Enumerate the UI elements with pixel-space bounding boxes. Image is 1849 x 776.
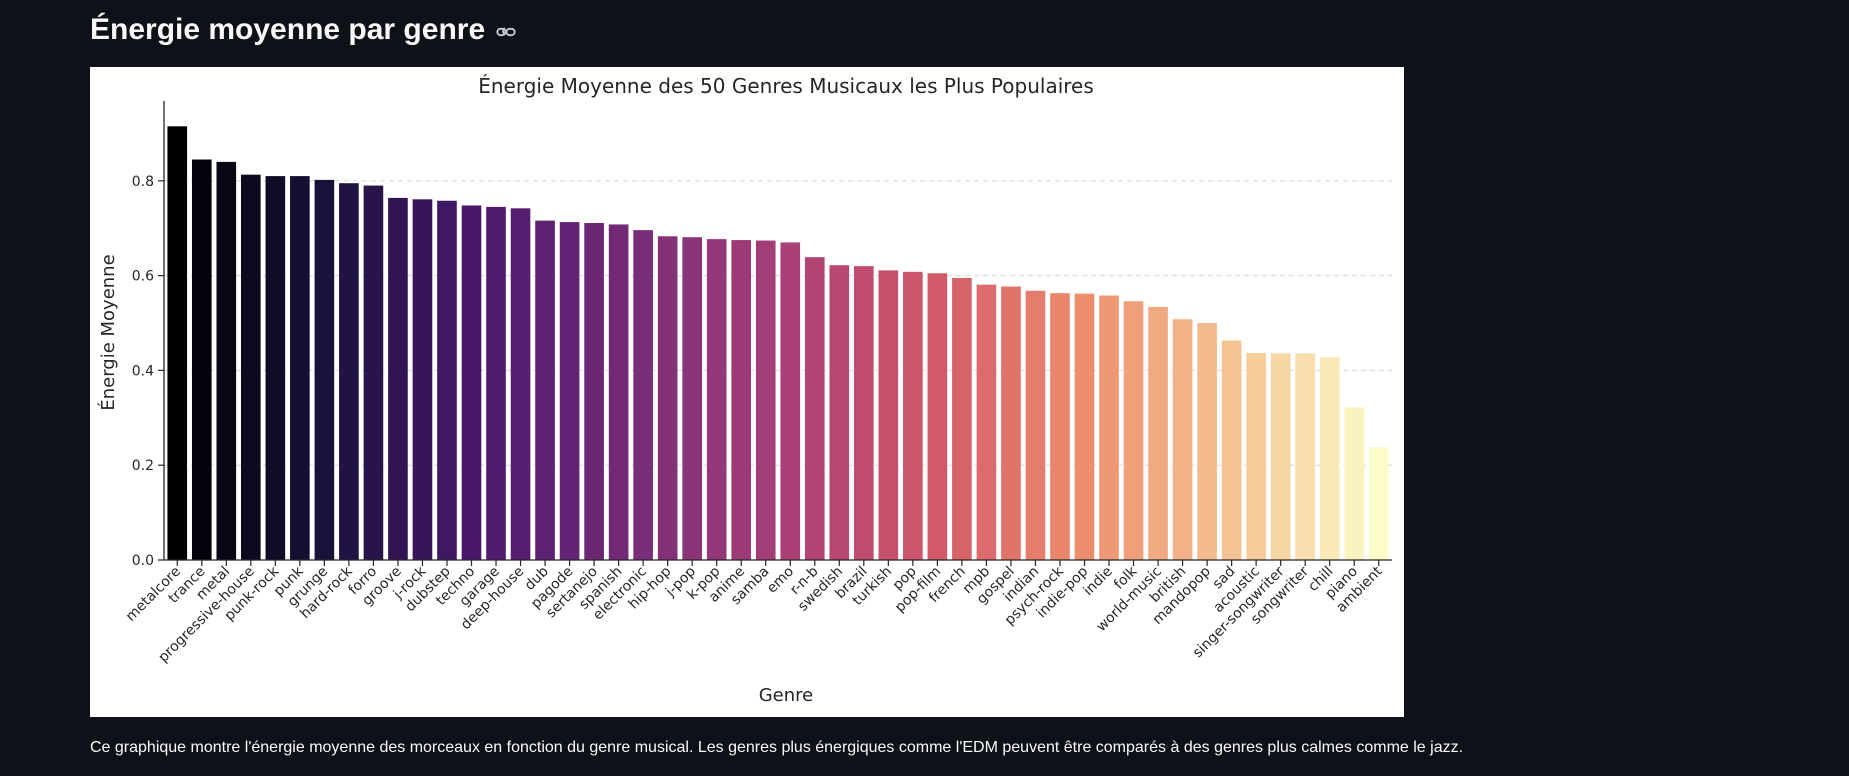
y-axis-label: Énergie Moyenne bbox=[97, 254, 119, 410]
bar-metalcore bbox=[167, 126, 188, 560]
bar-r-n-b bbox=[804, 257, 825, 560]
bar-ambient bbox=[1368, 447, 1389, 560]
bar-acoustic bbox=[1246, 352, 1266, 560]
bar-pop-film bbox=[927, 273, 948, 560]
bar-chart: Énergie Moyenne des 50 Genres Musicaux l… bbox=[97, 74, 1392, 706]
bar-psych-rock bbox=[1050, 293, 1070, 560]
page-title: Énergie moyenne par genre bbox=[90, 13, 486, 46]
bar-piano bbox=[1344, 407, 1365, 560]
bar-punk bbox=[290, 176, 310, 560]
bar-electronic bbox=[633, 230, 653, 561]
bar-techno bbox=[461, 205, 482, 561]
bar-songwriter bbox=[1295, 353, 1315, 560]
bar-k-pop bbox=[706, 239, 727, 560]
bar-indie-pop bbox=[1074, 293, 1095, 560]
bar-dub bbox=[535, 220, 555, 560]
bar-spanish bbox=[608, 224, 629, 560]
bar-anime bbox=[731, 240, 752, 560]
bar-hard-rock bbox=[339, 183, 359, 560]
y-tick-label: 0.0 bbox=[132, 553, 154, 569]
link-icon[interactable] bbox=[495, 21, 517, 43]
bar-pagode bbox=[559, 222, 580, 560]
bar-sertanejo bbox=[584, 223, 604, 560]
bar-sad bbox=[1221, 340, 1242, 560]
bar-pop bbox=[903, 271, 923, 560]
y-tick-label: 0.8 bbox=[132, 174, 154, 190]
bar-deep-house bbox=[510, 208, 531, 560]
bar-indie bbox=[1099, 295, 1119, 560]
bar-french bbox=[952, 277, 972, 560]
chart-title: Énergie Moyenne des 50 Genres Musicaux l… bbox=[478, 74, 1094, 98]
bar-turkish bbox=[878, 270, 899, 560]
bar-swedish bbox=[829, 265, 850, 560]
chart-caption: Ce graphique montre l'énergie moyenne de… bbox=[90, 739, 1464, 756]
bar-mpb bbox=[976, 284, 997, 560]
bar-world-music bbox=[1148, 306, 1168, 560]
bar-folk bbox=[1123, 301, 1144, 560]
bar-emo bbox=[780, 242, 801, 560]
bar-samba bbox=[755, 240, 776, 561]
bar-metal bbox=[216, 161, 237, 561]
y-tick-label: 0.4 bbox=[132, 363, 154, 379]
bar-chill bbox=[1319, 357, 1340, 560]
bar-singer-songwriter bbox=[1270, 353, 1291, 560]
bar-j-rock bbox=[412, 199, 433, 560]
bar-j-pop bbox=[682, 237, 702, 561]
x-axis-label: Genre bbox=[759, 685, 814, 706]
bar-grunge bbox=[314, 179, 335, 560]
chart-container: Énergie Moyenne des 50 Genres Musicaux l… bbox=[90, 67, 1404, 717]
bar-gospel bbox=[1001, 286, 1021, 560]
bar-progressive-house bbox=[241, 174, 261, 561]
bar-british bbox=[1172, 319, 1193, 560]
bar-trance bbox=[191, 159, 212, 560]
bar-indian bbox=[1025, 290, 1046, 560]
bar-forro bbox=[363, 185, 384, 560]
bar-garage bbox=[486, 206, 506, 560]
bar-hip-hop bbox=[657, 236, 678, 561]
bar-dubstep bbox=[437, 200, 457, 561]
bar-brazil bbox=[854, 266, 874, 560]
y-tick-label: 0.2 bbox=[132, 458, 154, 474]
bar-mandopop bbox=[1197, 323, 1217, 560]
y-tick-label: 0.6 bbox=[132, 269, 154, 285]
bar-punk-rock bbox=[265, 176, 286, 560]
header: Énergie moyenne par genre bbox=[90, 8, 517, 52]
bar-groove bbox=[388, 197, 408, 560]
